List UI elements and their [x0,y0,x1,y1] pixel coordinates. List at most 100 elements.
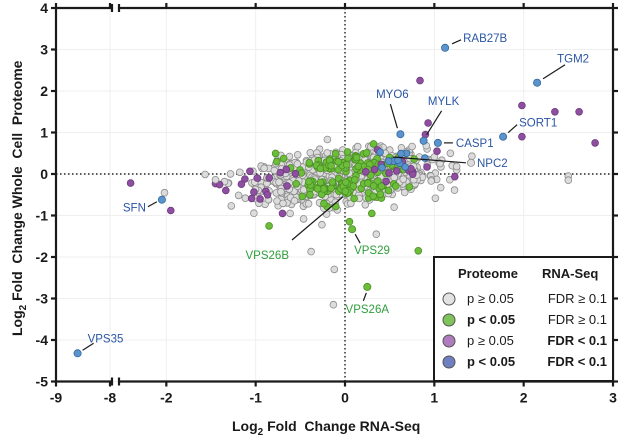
y-tick-label: 4 [40,0,48,16]
point-grey [399,175,408,184]
point-grey [329,300,338,309]
point-grey [234,191,243,200]
data-points [73,43,599,358]
point-grey [201,170,209,179]
x-tick-label: 1 [430,390,438,406]
point-rab27b [441,43,450,52]
gene-label-vps35: VPS35 [88,333,124,345]
point-grey [241,194,250,203]
point-purple [167,206,175,215]
point-casp1 [433,138,442,147]
point-green [369,182,378,190]
gene-label-mylk: MYLK [428,96,460,108]
point-grey [275,178,283,186]
point-sfn [157,195,166,204]
leader-line [82,342,94,351]
point-green [265,222,273,230]
point-grey [446,149,455,158]
point-green [316,178,325,187]
point-purple [126,179,135,187]
point-green [305,158,314,167]
y-tick-label: -5 [36,374,49,390]
point-green [279,154,288,163]
leader-line [451,39,462,45]
point-purple [416,76,424,85]
point-purple [283,182,291,190]
label-leader-lines [82,39,566,351]
y-tick-label: -2 [36,249,49,265]
point-grey [250,209,258,218]
point-grey [330,265,339,274]
point-grey [318,220,326,229]
point-grey [277,187,285,196]
point-purple [265,174,274,182]
point-green [271,149,280,158]
point-green [369,192,378,201]
point-purple [382,177,390,186]
x-tick-label: 3 [609,390,617,406]
point-vps35 [73,349,82,358]
point-green [414,247,423,255]
point-purple [253,174,262,182]
point-green [341,178,350,187]
point-green [343,148,352,156]
point-green [376,190,385,199]
legend-proteome-blue: p < 0.05 [467,354,515,369]
point-green [292,180,301,188]
point-purple [575,108,583,116]
gene-labels: RAB27B TGM2 MYO6 MYLK CASP1 SORT1 NPC2 SFN VPS35… [88,33,589,345]
point-green [304,177,313,186]
point-green [354,162,363,171]
leader-line [354,233,361,244]
point-grey [227,202,236,210]
point-blue [376,148,384,157]
gene-label-vps26b: VPS26B [246,250,290,262]
gene-label-sfn: SFN [123,203,146,215]
point-purple [215,180,224,189]
point-purple [222,186,230,195]
legend-proteome-green: p < 0.05 [467,312,515,327]
point-purple [518,101,526,110]
point-green [327,184,335,193]
point-myo6 [396,130,405,139]
gene-label-npc2: NPC2 [477,158,508,170]
point-green [369,140,378,148]
point-vps26a [363,282,372,291]
point-green [374,177,382,185]
point-purple [278,209,287,218]
point-purple [591,139,599,147]
x-tick-label: -2 [160,390,173,406]
point-purple [370,165,379,174]
y-tick-label: -3 [36,291,49,307]
point-grey [323,149,332,157]
point-grey [400,188,409,197]
legend-marker-grey [442,292,456,306]
legend-rnaseq-purple: FDR < 0.1 [547,333,607,348]
point-blue [397,149,405,158]
point-green [377,182,386,191]
point-green [316,164,325,173]
point-green [341,187,350,196]
point-grey [299,215,308,223]
gene-label-rab27b: RAB27B [463,33,507,45]
leader-line [147,201,158,208]
point-grey [427,177,436,185]
point-blue [378,163,386,172]
legend-rnaseq-grey: FDR ≥ 0.1 [548,291,607,306]
legend-rnaseq-blue: FDR < 0.1 [547,354,607,369]
point-blue [384,157,393,165]
point-green [328,178,337,186]
point-grey [372,230,381,239]
leader-line [542,64,566,80]
leader-line [389,103,398,129]
point-purple [361,168,370,176]
point-green [327,161,335,170]
point-grey [390,203,398,212]
point-grey [431,194,440,203]
y-tick-label: 3 [40,42,48,58]
y-tick-label: -4 [36,332,49,348]
point-mylk [419,136,428,145]
x-tick-label: 2 [520,390,528,406]
point-purple [247,194,256,203]
point-sort1 [499,132,508,141]
